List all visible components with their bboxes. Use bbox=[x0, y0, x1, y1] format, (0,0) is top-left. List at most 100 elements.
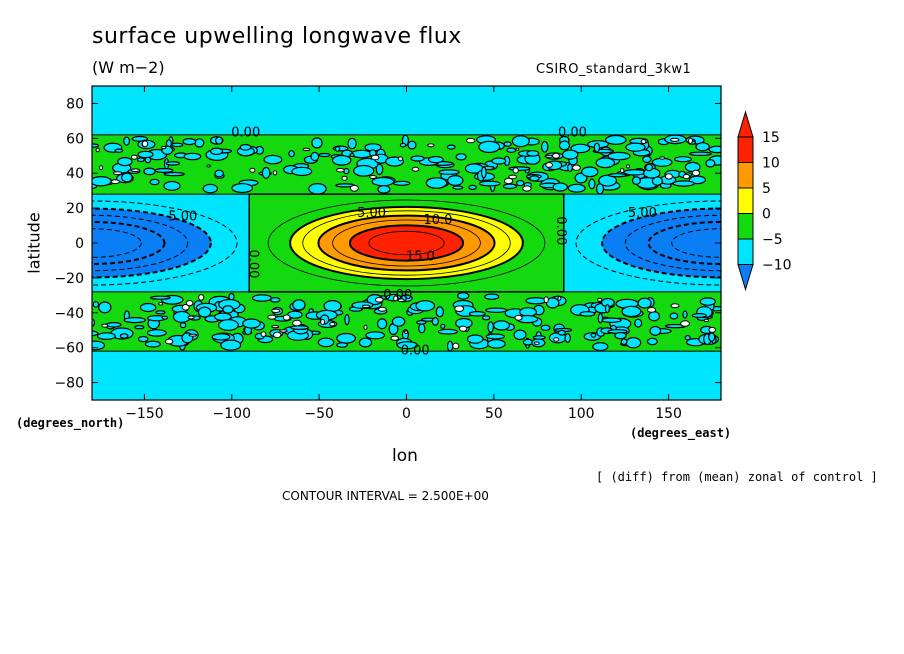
noise-cell bbox=[279, 329, 288, 333]
x-tick-label: 0 bbox=[402, 406, 411, 422]
noise-cell bbox=[261, 166, 271, 179]
x-tick-label: 150 bbox=[655, 406, 682, 422]
cold-contour bbox=[92, 228, 142, 258]
noise-cell bbox=[626, 164, 630, 169]
noise-cell bbox=[670, 303, 680, 309]
noise-cell bbox=[202, 183, 218, 194]
noise-cell bbox=[446, 340, 454, 352]
colorbar-extend-min bbox=[737, 264, 754, 292]
chart-title: surface upwelling longwave flux bbox=[92, 24, 462, 49]
noise-cell bbox=[597, 313, 604, 324]
noise-cell bbox=[415, 300, 436, 312]
noise-cell bbox=[397, 298, 405, 303]
noise-cell bbox=[645, 163, 654, 172]
noise-cell bbox=[670, 137, 680, 142]
noise-cell bbox=[533, 341, 540, 345]
noise-cell bbox=[484, 293, 500, 300]
noise-cell bbox=[239, 143, 252, 151]
noise-cell bbox=[112, 171, 123, 176]
noise-cell bbox=[680, 320, 690, 327]
contour-label: 0.00 bbox=[383, 288, 412, 303]
noise-cell bbox=[211, 333, 231, 341]
noise-cell bbox=[136, 157, 145, 163]
noise-cell bbox=[607, 173, 628, 178]
noise-cell bbox=[376, 318, 388, 330]
noise-cell bbox=[390, 335, 400, 341]
noise-cell bbox=[137, 335, 149, 343]
noise-cell bbox=[210, 147, 224, 156]
colorbar-label: 10 bbox=[762, 156, 780, 172]
noise-cell bbox=[593, 142, 601, 153]
noise-cell bbox=[101, 323, 109, 328]
noise-cell bbox=[562, 149, 579, 160]
noise-cell bbox=[198, 294, 205, 301]
noise-cell bbox=[607, 151, 631, 161]
noise-cell bbox=[695, 142, 710, 152]
noise-cell bbox=[452, 342, 460, 350]
noise-cell bbox=[163, 171, 185, 177]
noise-cell bbox=[222, 305, 234, 314]
noise-cell bbox=[185, 300, 194, 307]
noise-cell bbox=[228, 293, 235, 301]
noise-cell bbox=[343, 167, 350, 175]
noise-cell bbox=[532, 335, 546, 340]
colorbar-label: 5 bbox=[762, 181, 771, 197]
noise-cell bbox=[105, 321, 122, 328]
colorbar-swatch bbox=[737, 213, 754, 240]
noise-cell bbox=[369, 175, 377, 179]
noise-cell bbox=[206, 164, 211, 168]
noise-cell bbox=[144, 156, 152, 164]
noise-cell bbox=[251, 294, 272, 302]
noise-cell bbox=[411, 166, 420, 172]
noise-cell bbox=[502, 183, 518, 190]
noise-cell bbox=[137, 150, 154, 159]
noise-cell bbox=[272, 170, 278, 176]
noise-cell bbox=[637, 297, 652, 309]
noise-cell bbox=[353, 164, 375, 177]
noise-cell bbox=[143, 167, 156, 176]
noise-cell bbox=[452, 185, 464, 190]
noise-cell bbox=[684, 335, 691, 341]
noise-cell bbox=[336, 332, 357, 344]
noise-cell bbox=[375, 163, 384, 176]
noise-cell bbox=[455, 153, 467, 161]
noise-cell bbox=[503, 177, 514, 185]
noise-cell bbox=[134, 325, 145, 330]
noise-cell bbox=[260, 331, 267, 337]
noise-cell bbox=[458, 325, 468, 332]
noise-cell bbox=[601, 317, 622, 323]
contour-label: 10.0 bbox=[423, 213, 452, 228]
noise-cell bbox=[480, 166, 487, 179]
noise-cell bbox=[349, 184, 359, 192]
noise-cell bbox=[117, 157, 133, 167]
noise-cell bbox=[705, 159, 716, 168]
noise-cell bbox=[487, 321, 495, 333]
noise-cell bbox=[590, 332, 597, 338]
noise-cell bbox=[516, 179, 525, 187]
noise-cell bbox=[592, 342, 609, 352]
noise-cell bbox=[581, 166, 599, 178]
noise-cell bbox=[642, 155, 652, 163]
contour-label: 0.00 bbox=[558, 126, 587, 141]
noise-cell bbox=[552, 152, 560, 159]
noise-cell bbox=[291, 166, 313, 177]
noise-cell bbox=[468, 310, 486, 317]
noise-cell bbox=[595, 157, 616, 169]
noise-cell bbox=[358, 337, 373, 348]
noise-cell bbox=[334, 145, 341, 152]
noise-cell bbox=[597, 297, 603, 302]
noise-cell bbox=[164, 338, 174, 345]
noise-cell bbox=[377, 306, 387, 312]
noise-cell bbox=[311, 137, 323, 149]
noise-cell bbox=[541, 140, 549, 153]
noise-cell bbox=[161, 146, 167, 150]
noise-cell bbox=[418, 323, 426, 334]
noise-cell bbox=[123, 136, 130, 146]
noise-cell bbox=[557, 329, 566, 336]
contour-labels: 0.00 0.00 5.00 10.0 15.0 0.00 0.00 5.00 5.00 0.00… bbox=[168, 126, 656, 359]
colorbar-label: −5 bbox=[762, 232, 783, 248]
x-tick-label: 50 bbox=[485, 406, 503, 422]
noise-cell bbox=[396, 341, 418, 350]
x-axis-label: lon bbox=[392, 446, 418, 466]
